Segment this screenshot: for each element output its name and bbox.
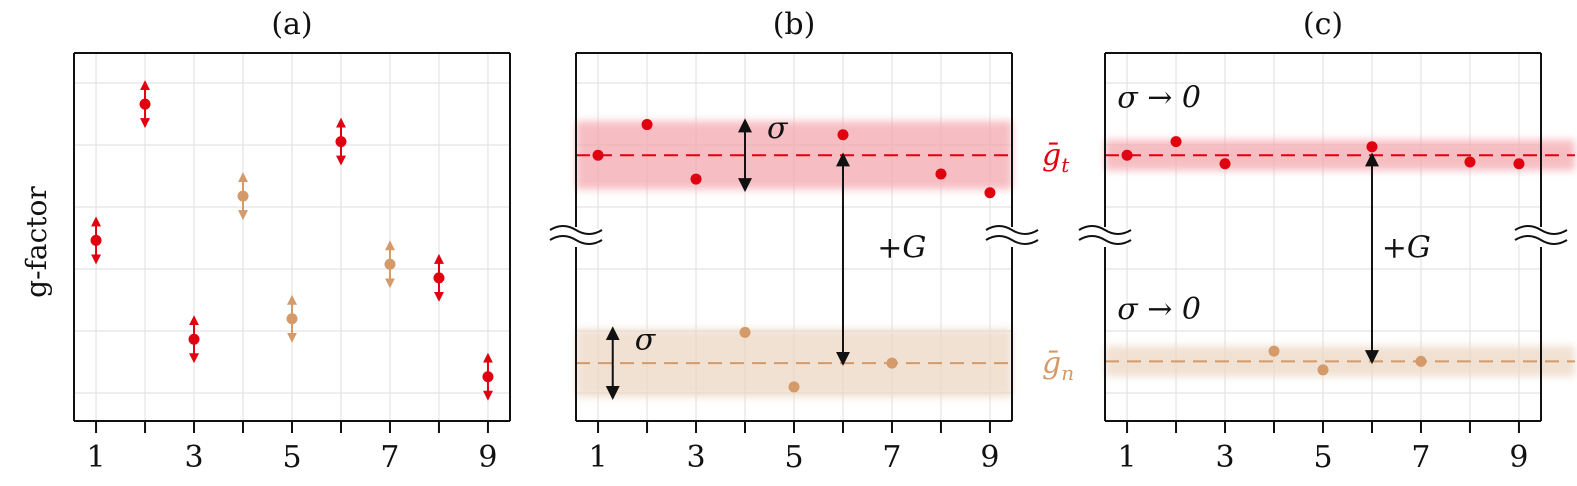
x-tick-label: 3 (1215, 440, 1234, 475)
x-tick-label: 3 (686, 440, 705, 475)
x-tick-label: 5 (282, 440, 301, 475)
data-point-n (739, 326, 751, 338)
axis-break-icon (1514, 235, 1568, 245)
data-point-t (837, 129, 849, 141)
axis-break-icon (985, 225, 1039, 235)
data-point-n (237, 190, 249, 202)
axis-break-icon (1078, 225, 1132, 235)
data-point-n (788, 381, 800, 393)
data-point-n (886, 357, 898, 369)
label-g-n: ḡn (1042, 346, 1074, 385)
x-tick-label: 7 (380, 440, 399, 475)
data-point-t (139, 98, 151, 110)
panel-c-title: (c) (1303, 7, 1343, 42)
x-tick-label: 9 (1509, 440, 1528, 475)
panel-a-title: (a) (271, 7, 312, 42)
annotation: σ (635, 322, 657, 357)
data-point-t (690, 173, 702, 185)
data-point-t (188, 333, 200, 345)
x-tick-label: 5 (784, 440, 803, 475)
data-point-n (286, 313, 298, 325)
x-tick-label: 3 (184, 440, 203, 475)
data-point-t (641, 119, 653, 131)
data-point-n (1317, 364, 1329, 376)
y-axis-label: g-factor (20, 186, 53, 298)
data-point-n (384, 258, 396, 270)
axis-break-icon (549, 225, 603, 235)
data-point-t (1170, 136, 1182, 148)
axis-break-icon (549, 235, 603, 245)
panel-b: 1 3 5 7 9 σ σ +G ḡt ḡn (549, 52, 1074, 475)
annotation: σ → 0 (1117, 292, 1201, 327)
band-t (576, 121, 1012, 190)
data-point-t (482, 371, 494, 383)
x-tick-label: 7 (1411, 440, 1430, 475)
data-point-t (1121, 149, 1133, 161)
annotation: σ → 0 (1117, 81, 1201, 116)
data-point-t (592, 149, 604, 161)
data-point-n (1415, 355, 1427, 367)
x-tick-label: 9 (478, 440, 497, 475)
x-tick-label: 1 (86, 440, 105, 475)
data-point-t (984, 187, 996, 199)
data-point-t (335, 136, 347, 148)
panel-b-title: (b) (773, 7, 816, 42)
x-tick-label: 1 (588, 440, 607, 475)
panel-a: 1 3 5 7 9 (73, 52, 511, 475)
annotation: σ (767, 111, 789, 146)
label-subscript: n (1061, 361, 1074, 385)
x-tick-label: 5 (1313, 440, 1332, 475)
axis-break-icon (1514, 225, 1568, 235)
panel-c: 1 3 5 7 9 σ → 0 σ → 0 +G (1078, 52, 1575, 475)
x-tick-label: 7 (882, 440, 901, 475)
data-point-t (1219, 158, 1231, 170)
data-point-t (1366, 141, 1378, 153)
data-point-t (90, 234, 102, 246)
annotation: +G (1382, 230, 1431, 265)
x-tick-label: 1 (1117, 440, 1136, 475)
label-subscript: t (1061, 153, 1070, 177)
data-point-t (1464, 156, 1476, 168)
label-g-t: ḡt (1042, 138, 1070, 177)
x-tick-label: 9 (980, 440, 999, 475)
data-point-t (433, 272, 445, 284)
data-point-n (1268, 345, 1280, 357)
data-point-t (935, 168, 947, 180)
axis-break-icon (1078, 235, 1132, 245)
annotation: +G (877, 230, 926, 265)
axis-break-icon (985, 235, 1039, 245)
data-point-t (1513, 158, 1525, 170)
